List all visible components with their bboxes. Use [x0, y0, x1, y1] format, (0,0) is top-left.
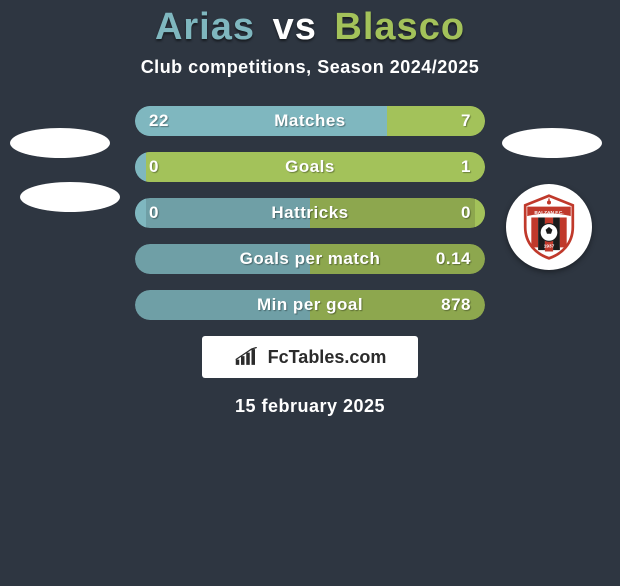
placeholder-badge-right-1 — [502, 128, 602, 158]
stat-value-left: 0 — [149, 203, 159, 223]
stat-row: 0.14 Goals per match — [135, 244, 485, 274]
stat-fill-right — [475, 198, 486, 228]
stat-row: 0 1 Goals — [135, 152, 485, 182]
placeholder-badge-left-2 — [20, 182, 120, 212]
stats-rows: 22 7 Matches 0 1 Goals 0 0 Hattricks 0.14 Goals pe… — [135, 106, 485, 320]
stat-value-right: 1 — [461, 157, 471, 177]
stat-value-right: 0.14 — [436, 249, 471, 269]
brand-box: FcTables.com — [202, 336, 418, 378]
date-text: 15 february 2025 — [0, 396, 620, 417]
stat-label: Hattricks — [271, 203, 348, 223]
stat-row: 0 0 Hattricks — [135, 198, 485, 228]
stat-label: Matches — [274, 111, 346, 131]
placeholder-badge-left-1 — [10, 128, 110, 158]
stat-row: 878 Min per goal — [135, 290, 485, 320]
svg-text:BALZAN F.C.: BALZAN F.C. — [534, 210, 563, 216]
comparison-title: Arias vs Blasco — [0, 6, 620, 49]
stat-label: Goals per match — [240, 249, 381, 269]
player2-name: Blasco — [334, 6, 465, 48]
stat-fill-left — [135, 106, 387, 136]
vs-text: vs — [273, 6, 317, 48]
stat-label: Min per goal — [257, 295, 363, 315]
player1-name: Arias — [155, 6, 255, 48]
stat-fill-left — [135, 152, 146, 182]
club-badge: BALZAN F.C. 1937 — [506, 184, 592, 270]
stat-value-right: 0 — [461, 203, 471, 223]
club-badge-svg: BALZAN F.C. 1937 — [515, 193, 583, 261]
brand-chart-icon — [234, 347, 262, 367]
stat-value-left: 22 — [149, 111, 169, 131]
stat-row: 22 7 Matches — [135, 106, 485, 136]
stat-value-left: 0 — [149, 157, 159, 177]
brand-text: FcTables.com — [268, 347, 387, 368]
stat-value-right: 878 — [441, 295, 471, 315]
subtitle: Club competitions, Season 2024/2025 — [0, 57, 620, 78]
stat-value-right: 7 — [461, 111, 471, 131]
stat-label: Goals — [285, 157, 335, 177]
svg-text:1937: 1937 — [544, 243, 555, 249]
stat-fill-left — [135, 198, 146, 228]
